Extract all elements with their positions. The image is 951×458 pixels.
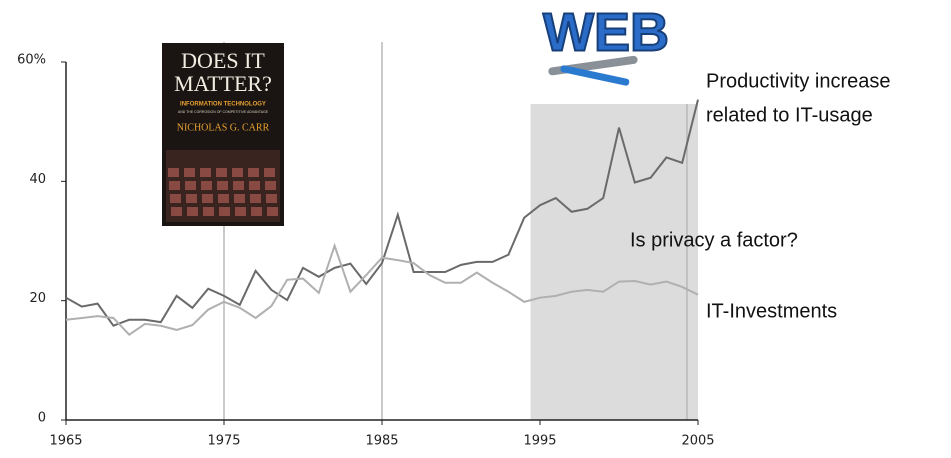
annotation: IT-Investments [706,300,837,322]
book-subtitle: AND THE CORROSION OF COMPETITIVE ADVANTA… [178,110,269,114]
book-subtitle: INFORMATION TECHNOLOGY [180,102,266,108]
x-tick-label: 1985 [365,434,398,449]
book-title: DOES IT [181,48,265,73]
book-seat [265,181,276,190]
book-seat [251,207,262,216]
book-seat [186,194,197,203]
x-tick-label: 1995 [523,434,556,449]
chart: 0 20 40 60% 1965 1975 1985 1995 2005 DOES ITMATTE… [0,0,951,453]
book-seat [218,194,229,203]
book-seat [234,194,245,203]
book-seat [184,168,195,177]
book-author: NICHOLAS G. CARR [177,122,270,133]
book-seat [169,181,180,190]
book-seat [235,207,246,216]
y-tick-label: 40 [29,172,46,187]
book-seat [171,207,182,216]
book-seat [187,207,198,216]
web-logo: WEB [530,0,706,104]
book-seat [216,168,227,177]
book-seat [200,168,211,177]
annotation: Productivity increase [706,70,891,92]
book-seat [249,181,260,190]
annotation: Is privacy a factor? [630,229,798,251]
y-tick-label: 0 [38,411,46,426]
book-seat [217,181,228,190]
book-seat [168,168,179,177]
book-seat [202,194,213,203]
book-seat [201,181,212,190]
page: 0 20 40 60% 1965 1975 1985 1995 2005 DOES ITMATTE… [0,0,951,458]
book-seat [233,181,244,190]
book-seat [266,194,277,203]
book-seat [264,168,275,177]
book-seat [267,207,278,216]
book-seat [219,207,230,216]
book-seat [203,207,214,216]
annotation: related to IT-usage [706,104,873,126]
x-tick-label: 1975 [207,434,240,449]
book-seat [248,168,259,177]
book-seat [170,194,181,203]
y-tick-label: 20 [29,291,46,306]
logo-text: WEB [543,2,669,62]
book-seat [232,168,243,177]
book-seat [185,181,196,190]
x-tick-label: 2005 [681,434,714,449]
book-title: MATTER? [174,71,272,96]
x-tick-label: 1965 [49,434,82,449]
y-tick-label: 60% [17,53,46,68]
book-seat [250,194,261,203]
